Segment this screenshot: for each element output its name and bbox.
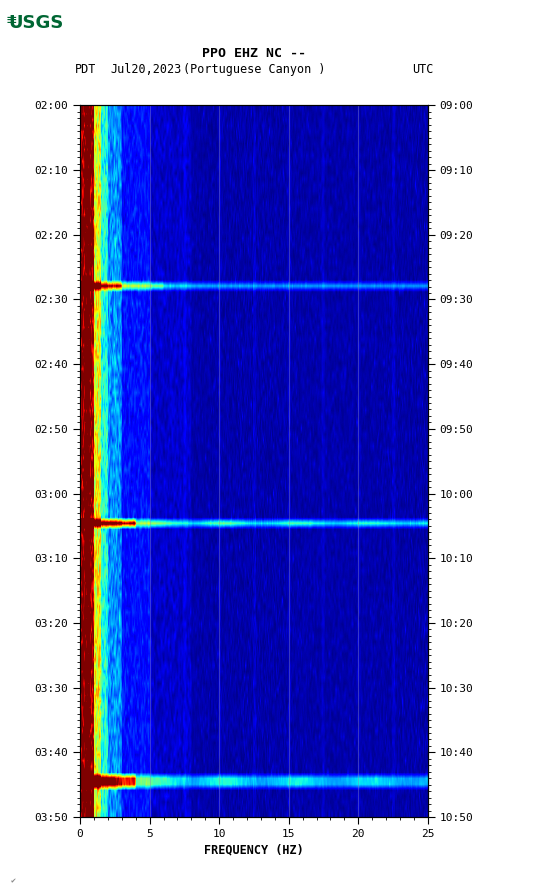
X-axis label: FREQUENCY (HZ): FREQUENCY (HZ) [204, 843, 304, 856]
Text: ≡: ≡ [6, 13, 17, 27]
Text: Jul20,2023: Jul20,2023 [110, 63, 182, 76]
Text: PDT: PDT [75, 63, 96, 76]
Text: PPO EHZ NC --: PPO EHZ NC -- [202, 47, 306, 60]
Text: UTC: UTC [412, 63, 433, 76]
FancyBboxPatch shape [6, 4, 61, 38]
Text: USGS: USGS [8, 14, 63, 32]
Text: ✔: ✔ [11, 875, 16, 884]
Text: (Portuguese Canyon ): (Portuguese Canyon ) [183, 63, 325, 76]
